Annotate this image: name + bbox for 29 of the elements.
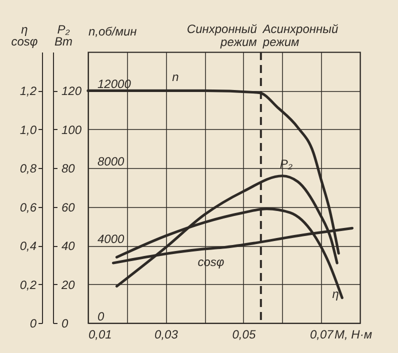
y-tick-label: 0,2	[20, 278, 37, 292]
y3-tick-label: 0	[98, 310, 104, 324]
text: Асинхронный режим	[262, 22, 338, 49]
y2-tick-label: 120	[62, 84, 82, 98]
y2-tick-label: 0	[62, 316, 68, 330]
series-label: η	[332, 286, 340, 301]
y-axis-title: η cosφ	[11, 22, 38, 48]
y2-axis-title: P₂ Вт	[54, 22, 73, 48]
y2-tick-label: 100	[62, 122, 82, 137]
y-tick-label: 0	[30, 316, 37, 330]
y2-tick-label: 40	[62, 239, 76, 254]
text: Синхронный режим	[186, 22, 258, 49]
y-tick-label: 1,0	[20, 122, 37, 137]
x-tick-label: 0,01	[88, 328, 112, 342]
y-tick-label: 0,8	[20, 162, 37, 176]
x-tick-label: 0,07	[310, 328, 335, 342]
y2-tick-label: 60	[62, 200, 76, 214]
series-label: n	[172, 70, 180, 84]
y3-tick-label: 4000	[98, 232, 125, 246]
x-tick-label: 0,05	[232, 328, 256, 342]
y3-tick-label: 8000	[98, 154, 125, 169]
y-tick-label: 1,2	[20, 84, 37, 98]
y2-tick-label: 20	[60, 278, 76, 292]
y3-axis-title: n,об/мин	[88, 24, 138, 38]
y2-tick-label: 80	[62, 162, 76, 176]
x-tick-label: 0,03	[154, 328, 178, 342]
x-axis-title: M, Н·м	[334, 328, 372, 342]
y-tick-label: 0,6	[20, 200, 37, 214]
y-tick-label: 0,4	[20, 239, 37, 254]
